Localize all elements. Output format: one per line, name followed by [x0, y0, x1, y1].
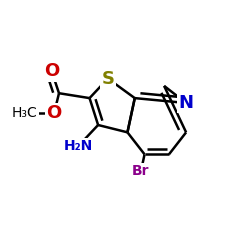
Text: S: S — [102, 70, 114, 87]
Text: H₂N: H₂N — [64, 139, 93, 153]
Text: O: O — [46, 104, 62, 122]
Text: N: N — [178, 94, 194, 112]
Text: Br: Br — [132, 164, 150, 178]
Text: O: O — [44, 62, 59, 80]
Text: H₃C: H₃C — [12, 106, 38, 120]
